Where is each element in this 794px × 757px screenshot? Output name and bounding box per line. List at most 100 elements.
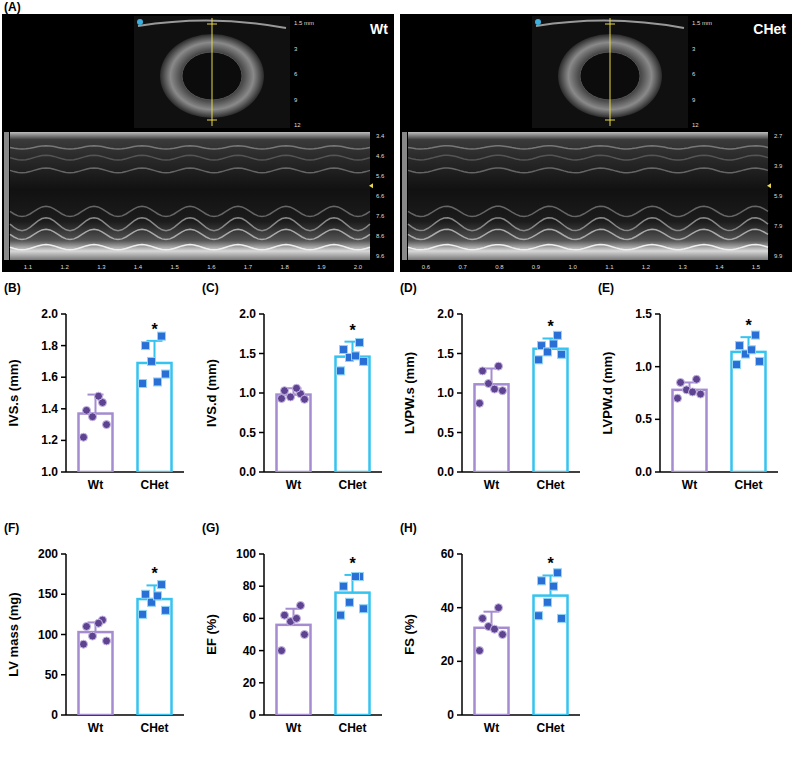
data-point: [154, 378, 162, 386]
data-point: [495, 362, 503, 370]
data-point: [89, 413, 97, 421]
data-point: [103, 637, 111, 645]
echo-background: [400, 14, 792, 272]
y-tick-label: 0: [249, 708, 256, 722]
y-tick-label: 100: [236, 547, 256, 561]
echo-inset: [134, 16, 290, 128]
data-point: [142, 590, 150, 598]
time-tick: 2.0: [354, 264, 363, 270]
depth-tick: 9.9: [774, 253, 783, 259]
depth-tick: 5.6: [376, 173, 385, 179]
echo-background: [2, 14, 394, 272]
data-point: [491, 385, 499, 393]
y-axis-title: IVS.s (mm): [6, 359, 21, 426]
x-tick-label: Wt: [286, 721, 301, 735]
inset-tick: 12: [294, 122, 301, 128]
time-tick: 1.0: [568, 264, 577, 270]
data-point: [293, 614, 301, 622]
cursor-tick: [207, 24, 217, 25]
y-tick-label: 1.5: [437, 347, 454, 361]
depth-tick: 7.9: [774, 223, 783, 229]
tissue-band: [408, 206, 768, 216]
y-tick-label: 40: [243, 644, 257, 658]
data-point: [89, 632, 97, 640]
data-point: [544, 348, 552, 356]
data-point: [479, 614, 487, 622]
x-tick-label: Wt: [484, 478, 499, 492]
data-point: [558, 350, 566, 358]
marks: [475, 569, 568, 715]
time-tick: 1.2: [60, 264, 69, 270]
y-axis: [461, 314, 463, 472]
time-tick: 1.6: [207, 264, 216, 270]
data-point: [535, 356, 543, 364]
inset-tick: 3: [294, 46, 298, 52]
panel-letter: (G): [202, 521, 219, 535]
data-point: [476, 647, 484, 655]
data-point: [736, 342, 744, 350]
y-tick-label: 2.0: [437, 307, 454, 321]
data-point: [154, 592, 162, 600]
y-axis: [263, 314, 265, 472]
data-point: [499, 387, 507, 395]
x-tick-label: CHet: [536, 478, 564, 492]
time-tick: 1.9: [317, 264, 326, 270]
significance: *: [547, 318, 554, 335]
y-tick-label: 200: [38, 547, 58, 561]
time-tick: 1.1: [605, 264, 614, 270]
y-tick-label: 0.0: [437, 465, 454, 479]
y-tick-label: 1.5: [239, 347, 256, 361]
inset-tick: 1.5 mm: [692, 20, 712, 26]
inset-tick: 9: [294, 97, 298, 103]
time-tick: 0.9: [532, 264, 541, 270]
data-point: [337, 367, 345, 375]
data-point: [139, 380, 147, 388]
bar-panel: (F)050100150200LV mass (mg)WtCHet*: [4, 521, 184, 735]
x-tick-label: Wt: [286, 478, 301, 492]
bar: [79, 414, 113, 472]
y-tick-label: 0.5: [437, 426, 454, 440]
inset-tick: 6: [692, 71, 696, 77]
y-tick-label: 60: [441, 547, 455, 561]
data-point: [301, 395, 309, 403]
significance: *: [349, 555, 356, 572]
time-tick: 0.6: [422, 264, 431, 270]
data-point: [360, 605, 368, 613]
depth-tick: 9.6: [376, 253, 385, 259]
data-point: [293, 384, 301, 392]
data-point: [80, 433, 88, 441]
depth-tick: 8.6: [376, 233, 385, 239]
marks: [673, 331, 766, 472]
bar-panel: (H)0204060FS (%)WtCHet*: [400, 521, 580, 735]
inset-tick: 1.5 mm: [294, 20, 314, 26]
data-point: [476, 399, 484, 407]
marks: [79, 581, 172, 715]
y-tick-label: 80: [243, 579, 257, 593]
y-axis-title: EF (%): [204, 614, 219, 654]
y-tick-label: 0.5: [239, 426, 256, 440]
y-tick-label: 1.0: [239, 386, 256, 400]
inset-tick: 9: [692, 97, 696, 103]
y-axis: [263, 554, 265, 715]
data-point: [158, 581, 166, 589]
y-axis-title: FS (%): [402, 614, 417, 654]
data-point: [83, 406, 91, 414]
data-point: [538, 577, 546, 585]
panel-letter: (E): [598, 281, 614, 295]
y-tick-label: 1.0: [635, 360, 652, 374]
data-point: [697, 390, 705, 398]
tissue-band: [408, 168, 768, 173]
data-point: [346, 598, 354, 606]
y-tick-label: 0.5: [635, 412, 652, 426]
data-point: [340, 582, 348, 590]
tissue-band: [10, 168, 370, 173]
echo-image: 1.5 mm369123.44.65.66.67.68.69.61.11.21.…: [2, 14, 394, 272]
y-tick-label: 50: [45, 668, 59, 682]
data-point: [479, 367, 487, 375]
bar-panel: (B)1.01.21.41.61.82.0IVS.s (mm)WtCHet*: [4, 281, 184, 492]
data-point: [689, 388, 697, 396]
echo-inset: [532, 16, 688, 128]
y-tick-label: 1.6: [41, 370, 58, 384]
bar: [534, 596, 568, 715]
bar: [336, 357, 370, 472]
